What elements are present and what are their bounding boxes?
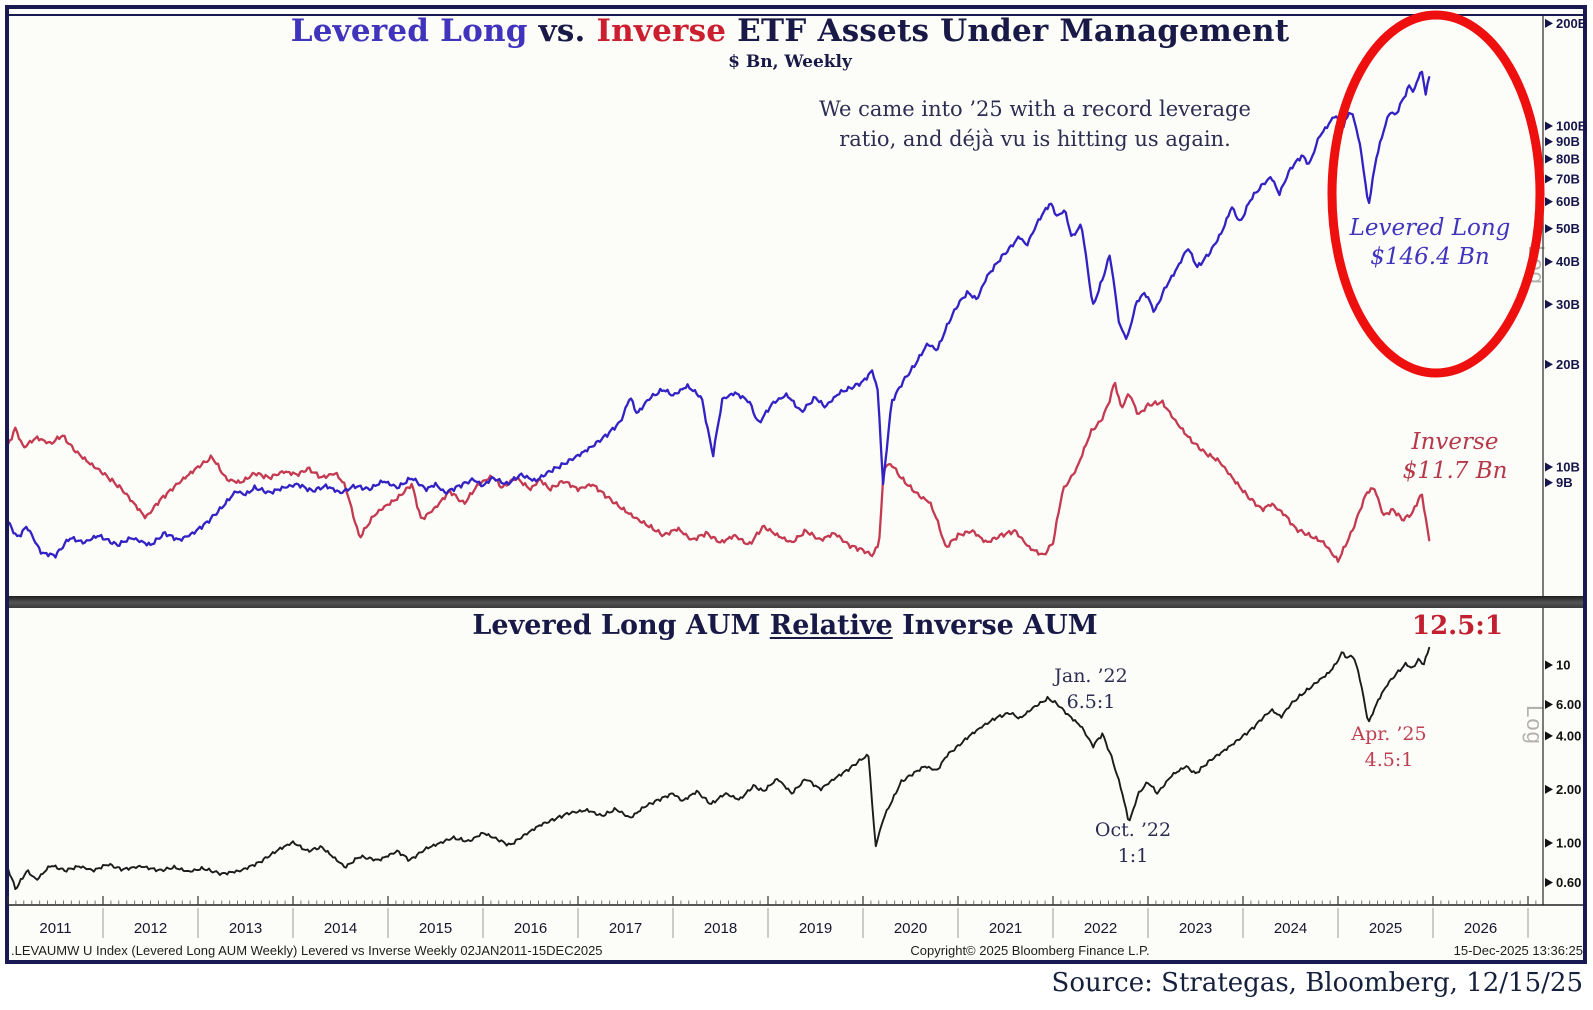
commentary-line-2: ratio, and déjà vu is hitting us again. bbox=[839, 127, 1231, 152]
inverse-series-label: Inverse $11.7 Bn bbox=[1355, 428, 1555, 486]
svg-text:100B: 100B bbox=[1556, 119, 1587, 134]
x-axis-year-labels: 2011 2012 2013 2014 2015 2016 2017 2018 2019 2020… bbox=[39, 920, 1497, 937]
commentary-line-1: We came into ’25 with a record leverage bbox=[819, 97, 1251, 121]
ratio-panel-title: Levered Long AUM Relative Inverse AUM bbox=[170, 610, 1400, 641]
inverse-value: $11.7 Bn bbox=[1402, 457, 1508, 484]
title-vs: vs. bbox=[527, 13, 597, 49]
svg-text:60B: 60B bbox=[1556, 194, 1580, 209]
annotation-oct-2022-value: 1:1 bbox=[1117, 844, 1149, 867]
status-bar-copyright: Copyright© 2025 Bloomberg Finance L.P. bbox=[910, 943, 1150, 958]
svg-text:2014: 2014 bbox=[324, 920, 357, 937]
svg-text:2019: 2019 bbox=[799, 920, 832, 937]
svg-text:2026: 2026 bbox=[1464, 920, 1497, 937]
ratio-series bbox=[9, 646, 1431, 891]
svg-text:10: 10 bbox=[1556, 658, 1570, 673]
svg-text:2021: 2021 bbox=[989, 920, 1022, 937]
annotation-jan-2022-value: 6.5:1 bbox=[1066, 690, 1116, 713]
top-panel-series bbox=[9, 70, 1431, 563]
title-inverse: Inverse bbox=[596, 13, 727, 49]
svg-text:2011: 2011 bbox=[39, 920, 71, 937]
ratio-title-relative: Relative bbox=[769, 610, 893, 641]
svg-text:0.60: 0.60 bbox=[1556, 875, 1581, 890]
svg-text:200B: 200B bbox=[1556, 16, 1587, 31]
svg-text:2018: 2018 bbox=[704, 920, 737, 937]
svg-text:2015: 2015 bbox=[419, 920, 452, 937]
title-rest: ETF Assets Under Management bbox=[726, 13, 1290, 49]
svg-text:4.00: 4.00 bbox=[1556, 728, 1581, 743]
ratio-title-post: Inverse AUM bbox=[892, 610, 1098, 641]
svg-text:80B: 80B bbox=[1556, 152, 1580, 167]
svg-text:2022: 2022 bbox=[1084, 920, 1117, 937]
svg-text:2025: 2025 bbox=[1369, 920, 1402, 937]
svg-text:50B: 50B bbox=[1556, 221, 1580, 236]
bottom-panel-y-axis-ticks: 10 6.00 4.00 2.00 1.00 0.60 bbox=[1545, 658, 1581, 890]
annotation-jan-2022: Jan. ’22 6.5:1 bbox=[1030, 664, 1152, 715]
source-attribution: Source: Strategas, Bloomberg, 12/15/25 bbox=[1051, 968, 1583, 998]
svg-text:20B: 20B bbox=[1556, 357, 1580, 372]
ratio-line bbox=[9, 646, 1431, 891]
svg-text:2020: 2020 bbox=[894, 920, 927, 937]
status-bar-timestamp: 15-Dec-2025 13:36:25 bbox=[1453, 943, 1583, 958]
svg-text:10B: 10B bbox=[1556, 460, 1580, 475]
levered-long-line bbox=[9, 70, 1431, 559]
levered-long-series-label: Levered Long $146.4 Bn bbox=[1330, 214, 1530, 272]
panel-separator-bar bbox=[9, 596, 1583, 608]
inverse-line bbox=[9, 381, 1431, 563]
svg-text:9B: 9B bbox=[1556, 475, 1573, 490]
frame-inner-line bbox=[9, 14, 1583, 16]
levered-long-value: $146.4 Bn bbox=[1370, 243, 1490, 270]
svg-text:70B: 70B bbox=[1556, 171, 1580, 186]
status-bar-index-info: .LEVAUMW U Index (Levered Long AUM Weekl… bbox=[11, 943, 603, 958]
annotation-jan-2022-date: Jan. ’22 bbox=[1054, 665, 1128, 687]
page-title: Levered Long vs. Inverse ETF Assets Unde… bbox=[100, 13, 1480, 49]
svg-text:90B: 90B bbox=[1556, 134, 1580, 149]
commentary-annotation: We came into ’25 with a record leverage … bbox=[810, 94, 1260, 155]
annotation-oct-2022: Oct. ’22 1:1 bbox=[1072, 818, 1194, 869]
x-axis: 2011 2012 2013 2014 2015 2016 2017 2018 2019 2020… bbox=[7, 896, 1583, 938]
svg-text:30B: 30B bbox=[1556, 297, 1580, 312]
inverse-name: Inverse bbox=[1411, 429, 1499, 455]
svg-text:40B: 40B bbox=[1556, 254, 1580, 269]
svg-text:2012: 2012 bbox=[134, 920, 167, 937]
current-ratio-label: 12.5:1 bbox=[1411, 611, 1503, 641]
chart-frame bbox=[5, 5, 1587, 964]
svg-text:2.00: 2.00 bbox=[1556, 782, 1581, 797]
svg-text:2013: 2013 bbox=[229, 920, 262, 937]
svg-text:2016: 2016 bbox=[514, 920, 547, 937]
annotation-apr-2025-value: 4.5:1 bbox=[1364, 748, 1414, 771]
highlight-circle bbox=[1327, 10, 1545, 378]
title-levered-long: Levered Long bbox=[290, 13, 528, 49]
levered-long-name: Levered Long bbox=[1349, 215, 1511, 241]
svg-text:2023: 2023 bbox=[1179, 920, 1212, 937]
annotation-oct-2022-date: Oct. ’22 bbox=[1094, 819, 1172, 841]
svg-text:6.00: 6.00 bbox=[1556, 697, 1581, 712]
svg-text:2017: 2017 bbox=[609, 920, 642, 937]
annotation-apr-2025: Apr. ’25 4.5:1 bbox=[1327, 722, 1451, 773]
annotation-apr-2025-date: Apr. ’25 bbox=[1351, 723, 1427, 745]
svg-text:1.00: 1.00 bbox=[1556, 836, 1581, 851]
ratio-title-pre: Levered Long AUM bbox=[472, 610, 770, 641]
chart-subtitle: $ Bn, Weekly bbox=[728, 52, 852, 72]
svg-text:2024: 2024 bbox=[1274, 920, 1307, 937]
